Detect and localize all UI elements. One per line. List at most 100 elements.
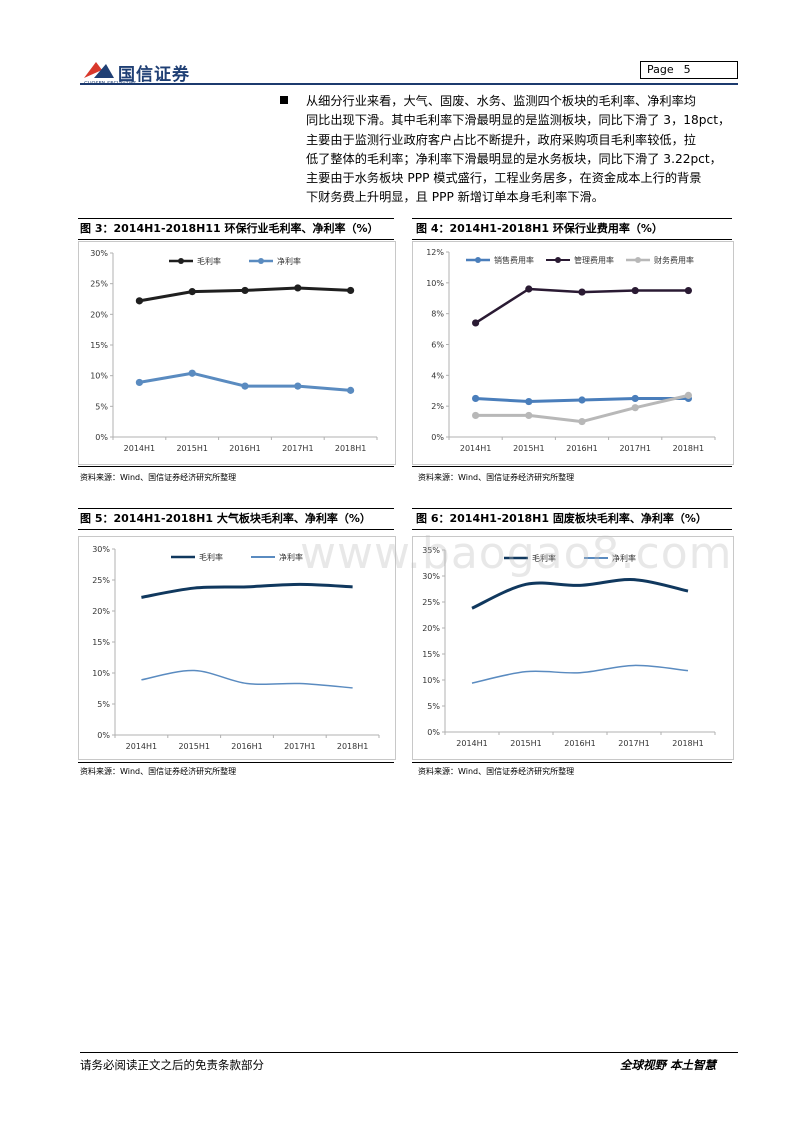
series-2-point — [578, 288, 586, 296]
y-tick-label: 20% — [92, 607, 110, 616]
legend-label: 毛利率 — [532, 553, 556, 563]
y-tick-label: 35% — [422, 546, 440, 555]
paragraph-line: 下财务费上升明显，且 PPP 新增订单本身毛利率下滑。 — [306, 190, 604, 205]
series-1-point — [525, 397, 533, 406]
x-tick-label: 2017H1 — [618, 739, 649, 748]
y-tick-label: 6% — [431, 341, 444, 350]
legend-swatch-marker — [258, 258, 264, 264]
legend-swatch-marker — [635, 257, 641, 263]
series-1-point — [578, 396, 586, 404]
legend-label: 管理费用率 — [574, 255, 614, 265]
figure-6-source: 资料来源：Wind、国信证券经济研究所整理 — [418, 767, 575, 776]
paragraph-line: 主要由于监测行业政府客户占比不断提升，政府采购项目毛利率较低，拉 — [306, 132, 696, 147]
series-2-point — [684, 286, 692, 295]
series-3-point — [525, 411, 533, 420]
figure-5-plot-frame: 0% 5% 10% 15% 20% 25% 30% 2014H1 2015H1 2016H1 201… — [78, 536, 396, 760]
figure-3-source-rule — [78, 466, 394, 467]
x-tick-label: 2017H1 — [619, 444, 650, 453]
paragraph-line: 同比出现下滑。其中毛利率下滑最明显的是监测板块，同比下滑了 3，18pct， — [306, 113, 731, 128]
series-1-point — [472, 394, 480, 403]
page-number: 5 — [683, 63, 691, 76]
x-tick-label: 2016H1 — [231, 742, 262, 751]
series-2-point — [472, 319, 480, 327]
bullet-square-icon — [280, 96, 288, 104]
figure-4-source-rule — [412, 466, 732, 467]
series-1-point — [294, 284, 302, 292]
y-tick-label: 30% — [422, 572, 440, 581]
series-1-point — [347, 286, 355, 295]
y-tick-label: 5% — [95, 402, 108, 411]
x-tick-label: 2017H1 — [282, 444, 313, 453]
y-tick-label: 0% — [431, 433, 444, 442]
logo-icon — [84, 62, 114, 78]
legend-swatch-marker — [555, 257, 561, 263]
y-tick-label: 10% — [92, 669, 110, 678]
figure-3-source: 资料来源：Wind、国信证券经济研究所整理 — [80, 473, 237, 482]
y-tick-label: 10% — [422, 676, 440, 685]
x-tick-label: 2014H1 — [460, 444, 491, 453]
y-tick-label: 10% — [426, 279, 444, 288]
figure-5-header: 图 5：2014H1-2018H1 大气板块毛利率、净利率（%） — [78, 508, 394, 530]
x-tick-label: 2018H1 — [335, 444, 366, 453]
legend-label: 净利率 — [279, 552, 303, 562]
figure-4-source: 资料来源：Wind、国信证券经济研究所整理 — [418, 473, 575, 482]
series-2-point — [135, 378, 143, 387]
body-paragraph: 从细分行业来看，大气、固废、水务、监测四个板块的毛利率、净利率均 同比出现下滑。… — [306, 92, 740, 208]
page-indicator: Page 5 — [640, 61, 738, 79]
x-tick-label: 2018H1 — [672, 739, 703, 748]
x-tick-label: 2016H1 — [566, 444, 597, 453]
series-3-point — [472, 411, 480, 420]
y-tick-label: 15% — [90, 341, 108, 350]
legend-swatch-marker — [475, 257, 481, 263]
figure-6-plot-frame: 0% 5% 10% 15% 20% 25% 30% 35% 2014H1 2015H1 2016H1… — [412, 536, 734, 760]
x-tick-label: 2015H1 — [513, 444, 544, 453]
footer-disclaimer: 请务必阅读正文之后的免责条款部分 — [80, 1058, 264, 1072]
series-2-point — [188, 369, 196, 377]
legend-label: 财务费用率 — [654, 255, 694, 265]
y-tick-label: 2% — [431, 402, 444, 411]
figure-4-plot-frame: 0% 2% 4% 6% 8% 10% 12% 2014H1 2015H1 2016H1 2017H1… — [412, 241, 734, 465]
x-tick-label: 2014H1 — [456, 739, 487, 748]
legend-label: 毛利率 — [197, 256, 221, 266]
y-tick-label: 30% — [90, 249, 108, 258]
y-tick-label: 0% — [95, 433, 108, 442]
legend-label: 净利率 — [612, 553, 636, 563]
x-tick-label: 2015H1 — [178, 742, 209, 751]
y-tick-label: 15% — [422, 650, 440, 659]
x-tick-label: 2016H1 — [229, 444, 260, 453]
x-tick-label: 2014H1 — [126, 742, 157, 751]
legend-label: 毛利率 — [199, 552, 223, 562]
series-1-point — [135, 297, 143, 305]
figure-4-title: 图 4：2014H1-2018H1 环保行业费用率（%） — [416, 222, 663, 235]
legend-label: 销售费用率 — [494, 255, 534, 265]
figure-6-chart: 0% 5% 10% 15% 20% 25% 30% 35% 2014H1 2015H1 2016H1… — [422, 546, 716, 748]
y-tick-label: 20% — [422, 624, 440, 633]
series-1-point — [241, 286, 249, 295]
series-1-point — [631, 394, 639, 403]
x-tick-label: 2018H1 — [337, 742, 368, 751]
y-tick-label: 12% — [426, 248, 444, 257]
page-label: Page — [647, 63, 674, 76]
x-tick-label: 2018H1 — [673, 444, 704, 453]
paragraph-line: 主要由于水务板块 PPP 模式盛行，工程业务居多，在资金成本上行的背景 — [306, 171, 702, 186]
y-tick-label: 0% — [427, 728, 440, 737]
figure-4-header: 图 4：2014H1-2018H1 环保行业费用率（%） — [412, 218, 732, 240]
series-2-point — [347, 386, 355, 394]
series-3-point — [684, 391, 692, 399]
series-line-1 — [141, 582, 353, 599]
y-tick-label: 5% — [97, 700, 110, 709]
series-2-point — [294, 382, 302, 390]
figure-3-chart: 0% 5% 10% 15% 20% 25% 30% 2014H1 2015H1 2016H1 201… — [90, 249, 378, 453]
footer-rule — [80, 1052, 738, 1053]
y-tick-label: 4% — [431, 371, 444, 380]
figure-3-header: 图 3：2014H1-2018H11 环保行业毛利率、净利率（%） — [78, 218, 394, 240]
x-tick-label: 2015H1 — [510, 739, 541, 748]
figure-5-source: 资料来源：Wind、国信证券经济研究所整理 — [80, 767, 237, 776]
y-tick-label: 25% — [92, 576, 110, 585]
figure-6-source-rule — [412, 762, 732, 763]
x-tick-label: 2017H1 — [284, 742, 315, 751]
figure-3-title: 图 3：2014H1-2018H11 环保行业毛利率、净利率（%） — [80, 222, 379, 235]
figure-5-title: 图 5：2014H1-2018H1 大气板块毛利率、净利率（%） — [80, 512, 371, 525]
figure-5-source-rule — [78, 762, 394, 763]
figure-3-plot-frame: 0% 5% 10% 15% 20% 25% 30% 2014H1 2015H1 2016H1 201… — [78, 241, 396, 465]
